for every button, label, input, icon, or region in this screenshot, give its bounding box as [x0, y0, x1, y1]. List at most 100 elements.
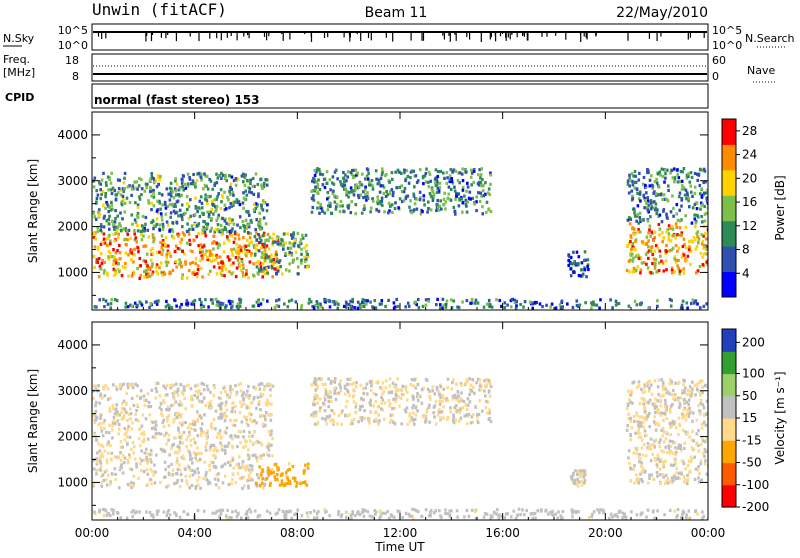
echo-cell	[662, 427, 665, 430]
echo-cell	[675, 222, 678, 225]
echo-cell	[468, 197, 471, 200]
echo-cell	[635, 255, 638, 258]
echo-cell	[436, 386, 439, 389]
echo-cell	[235, 275, 238, 278]
echo-cell	[656, 463, 659, 466]
echo-cell	[641, 447, 644, 450]
echo-cell	[691, 430, 694, 433]
echo-cell	[661, 168, 664, 171]
echo-cell	[372, 200, 375, 203]
echo-cell	[115, 272, 118, 275]
echo-cell	[255, 483, 258, 486]
echo-cell	[122, 471, 125, 474]
echo-cell	[120, 516, 123, 519]
echo-cell	[672, 215, 675, 218]
echo-cell	[315, 411, 318, 414]
echo-cell	[236, 445, 239, 448]
echo-cell	[176, 413, 179, 416]
echo-cell	[670, 239, 673, 242]
echo-cell	[179, 187, 182, 190]
echo-cell	[296, 257, 299, 260]
echo-cell	[131, 187, 134, 190]
echo-cell	[316, 207, 319, 210]
echo-cell	[697, 429, 700, 432]
echo-cell	[244, 439, 247, 442]
echo-cell	[157, 299, 160, 302]
echo-cell	[155, 432, 158, 435]
echo-cell	[175, 221, 178, 224]
echo-cell	[263, 216, 266, 219]
echo-cell	[175, 305, 178, 308]
echo-cell	[363, 409, 366, 412]
echo-cell	[257, 260, 260, 263]
echo-cell	[156, 217, 159, 220]
echo-cell	[364, 386, 367, 389]
echo-cell	[659, 482, 662, 485]
echo-cell	[242, 207, 245, 210]
echo-cell	[201, 257, 204, 260]
echo-cell	[211, 188, 214, 191]
echo-cell	[251, 478, 254, 481]
echo-cell	[442, 298, 445, 301]
echo-cell	[675, 259, 678, 262]
echo-cell	[103, 427, 106, 430]
echo-cell	[174, 436, 177, 439]
echo-cell	[194, 197, 197, 200]
echo-cell	[134, 302, 137, 305]
echo-cell	[229, 464, 232, 467]
echo-cell	[359, 303, 362, 306]
echo-cell	[266, 271, 269, 274]
echo-cell	[675, 226, 678, 229]
echo-cell	[181, 277, 184, 280]
echo-cell	[195, 390, 198, 393]
echo-cell	[439, 399, 442, 402]
echo-cell	[306, 253, 309, 256]
echo-cell	[253, 419, 256, 422]
echo-cell	[223, 250, 226, 253]
echo-cell	[430, 195, 433, 198]
echo-cell	[669, 382, 672, 385]
echo-cell	[181, 238, 184, 241]
echo-cell	[228, 190, 231, 193]
echo-cell	[256, 265, 259, 268]
echo-cell	[175, 383, 178, 386]
echo-cell	[696, 207, 699, 210]
echo-cell	[701, 427, 704, 430]
echo-cell	[133, 248, 136, 251]
echo-cell	[197, 232, 200, 235]
echo-cell	[657, 247, 660, 250]
echo-cell	[148, 235, 151, 238]
echo-cell	[109, 206, 112, 209]
echo-cell	[397, 305, 400, 308]
echo-cell	[398, 186, 401, 189]
echo-cell	[109, 409, 112, 412]
echo-cell	[654, 411, 657, 414]
echo-cell	[400, 397, 403, 400]
echo-cell	[185, 479, 188, 482]
echo-cell	[632, 257, 635, 260]
echo-cell	[119, 179, 122, 182]
echo-cell	[691, 381, 694, 384]
echo-cell	[634, 300, 637, 303]
echo-cell	[642, 402, 645, 405]
echo-cell	[422, 415, 425, 418]
echo-cell	[425, 411, 428, 414]
echo-cell	[446, 399, 449, 402]
echo-cell	[673, 457, 676, 460]
echo-cell	[288, 262, 291, 265]
echo-cell	[259, 228, 262, 231]
echo-cell	[659, 395, 662, 398]
echo-cell	[165, 442, 168, 445]
echo-cell	[454, 198, 457, 201]
echo-cell	[136, 224, 139, 227]
echo-cell	[142, 413, 145, 416]
echo-cell	[106, 203, 109, 206]
echo-cell	[659, 174, 662, 177]
echo-cell	[461, 173, 464, 176]
echo-cell	[645, 515, 648, 518]
echo-cell	[103, 269, 106, 272]
echo-cell	[382, 184, 385, 187]
echo-cell	[630, 438, 633, 441]
echo-cell	[144, 223, 147, 226]
